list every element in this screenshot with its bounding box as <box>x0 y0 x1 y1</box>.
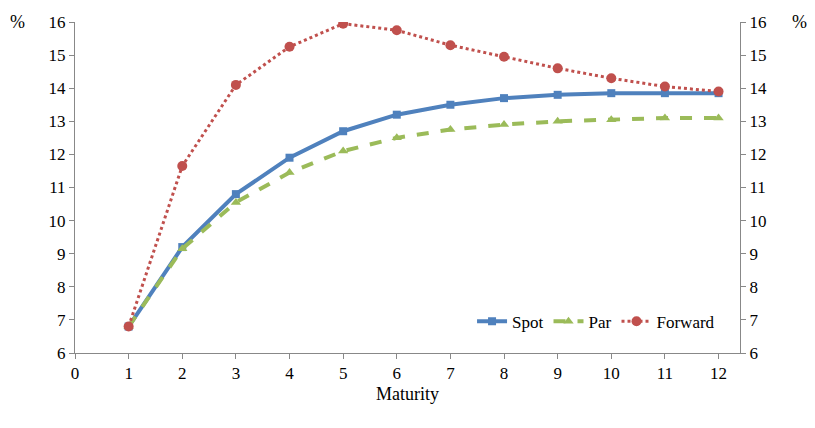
svg-text:15: 15 <box>749 46 766 65</box>
svg-text:Spot: Spot <box>512 313 543 332</box>
svg-text:13: 13 <box>749 112 766 131</box>
svg-text:Par: Par <box>589 313 612 332</box>
svg-text:12: 12 <box>749 145 766 164</box>
svg-text:11: 11 <box>657 364 673 383</box>
svg-text:Forward: Forward <box>657 313 715 332</box>
svg-text:Maturity: Maturity <box>376 384 439 404</box>
svg-text:10: 10 <box>749 212 766 231</box>
svg-text:9: 9 <box>57 245 66 264</box>
svg-text:7: 7 <box>749 311 758 330</box>
svg-text:15: 15 <box>49 46 66 65</box>
svg-text:8: 8 <box>749 278 758 297</box>
svg-text:1: 1 <box>124 364 133 383</box>
svg-text:11: 11 <box>749 178 765 197</box>
svg-text:13: 13 <box>49 112 66 131</box>
svg-text:3: 3 <box>232 364 241 383</box>
svg-text:%: % <box>792 12 807 32</box>
svg-text:16: 16 <box>749 13 766 32</box>
svg-text:8: 8 <box>57 278 66 297</box>
svg-text:6: 6 <box>57 344 66 363</box>
svg-text:4: 4 <box>285 364 294 383</box>
svg-text:10: 10 <box>603 364 620 383</box>
svg-text:7: 7 <box>57 311 66 330</box>
svg-text:9: 9 <box>553 364 562 383</box>
svg-text:7: 7 <box>446 364 455 383</box>
svg-text:0: 0 <box>71 364 80 383</box>
svg-text:14: 14 <box>49 79 67 98</box>
svg-text:14: 14 <box>749 79 767 98</box>
svg-text:2: 2 <box>178 364 187 383</box>
svg-text:16: 16 <box>49 13 66 32</box>
svg-text:12: 12 <box>49 145 66 164</box>
svg-text:%: % <box>10 12 25 32</box>
svg-text:5: 5 <box>339 364 348 383</box>
svg-text:8: 8 <box>500 364 509 383</box>
svg-text:10: 10 <box>49 212 66 231</box>
svg-text:6: 6 <box>393 364 402 383</box>
svg-text:6: 6 <box>749 344 758 363</box>
svg-text:9: 9 <box>749 245 758 264</box>
svg-text:11: 11 <box>49 178 65 197</box>
svg-text:12: 12 <box>710 364 727 383</box>
